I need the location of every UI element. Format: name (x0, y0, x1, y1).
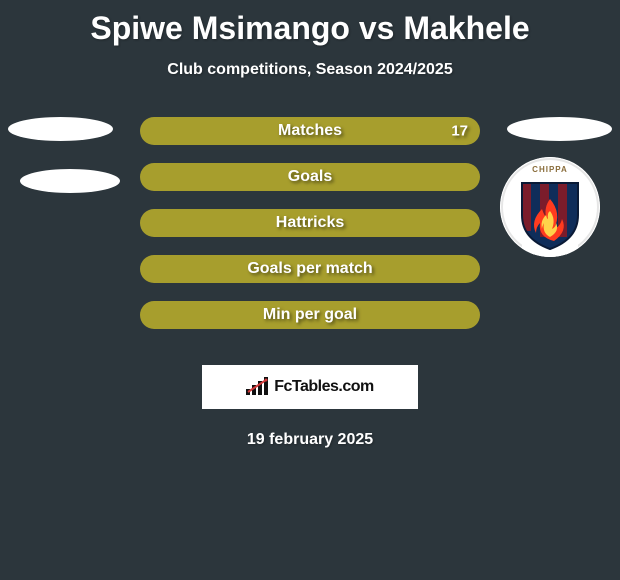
stats-area: Matches 17 Goals CHIPPA (0, 117, 620, 347)
fctables-attribution: FcTables.com (202, 365, 418, 409)
fctables-logo: FcTables.com (246, 377, 374, 397)
stat-label: Goals per match (247, 260, 372, 278)
stat-row-goals: Goals CHIPPA (0, 163, 620, 209)
stat-row-hattricks: Hattricks (0, 209, 620, 255)
stat-bar: Min per goal (140, 301, 480, 329)
stat-label: Matches (278, 122, 342, 140)
stat-label: Hattricks (276, 214, 344, 232)
page-subtitle: Club competitions, Season 2024/2025 (0, 61, 620, 79)
stat-bar: Goals per match (140, 255, 480, 283)
stat-bar: Hattricks (140, 209, 480, 237)
svg-text:CHIPPA: CHIPPA (532, 165, 568, 174)
fctables-label: FcTables.com (274, 378, 374, 396)
stat-bar: Matches 17 (140, 117, 480, 145)
stat-label: Goals (288, 168, 332, 186)
stat-bar: Goals (140, 163, 480, 191)
stat-row-min-per-goal: Min per goal (0, 301, 620, 347)
stat-value-right: 17 (451, 123, 468, 140)
player-left-photo-placeholder (8, 117, 113, 141)
bar-chart-icon (246, 377, 272, 397)
stat-label: Min per goal (263, 306, 357, 324)
player-left-club-placeholder (20, 169, 120, 193)
player-right-photo-placeholder (507, 117, 612, 141)
footer-date: 19 february 2025 (0, 431, 620, 449)
stat-row-goals-per-match: Goals per match (0, 255, 620, 301)
page-title: Spiwe Msimango vs Makhele (0, 0, 620, 47)
stat-row-matches: Matches 17 (0, 117, 620, 163)
